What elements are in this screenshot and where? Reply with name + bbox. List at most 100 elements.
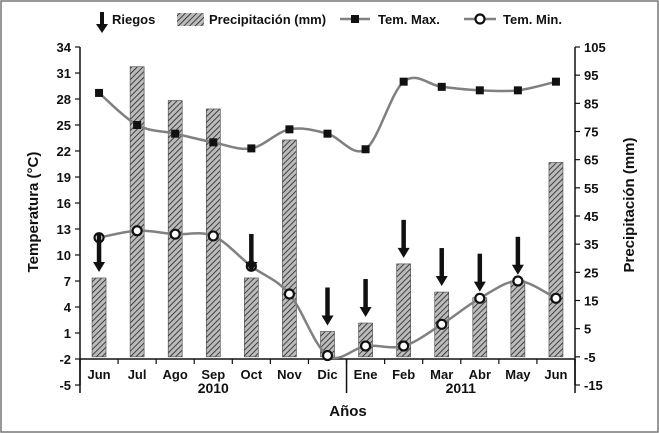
- legend-item-tem-max: Tem. Max.: [340, 12, 440, 27]
- legend-circle-marker-icon: [474, 13, 486, 25]
- right-tick-label: 35: [584, 237, 598, 252]
- x-tick-label: Jun: [87, 367, 110, 382]
- precip-bar: [548, 162, 564, 358]
- precip-bar: [396, 263, 411, 358]
- right-tick-label: 5: [584, 322, 591, 337]
- right-tick-label: 25: [584, 265, 598, 280]
- tem-max-point: [361, 145, 370, 154]
- precip-bar: [129, 66, 145, 358]
- tem-min-point: [283, 288, 296, 300]
- left-tick-label: 28: [57, 92, 71, 107]
- legend-item-tem-min: Tem. Min.: [464, 12, 562, 27]
- left-tick-label: 10: [57, 248, 71, 263]
- left-tick-label: 13: [57, 222, 71, 237]
- tem-max-point: [209, 138, 218, 147]
- tem-min-point: [207, 230, 219, 242]
- x-tick-label: Jun: [544, 367, 567, 382]
- left-tick-label: 16: [57, 196, 71, 211]
- x-tick-label: Feb: [392, 367, 415, 382]
- left-tick-label: 7: [64, 274, 71, 289]
- left-tick-label: 22: [57, 144, 71, 159]
- precip-bar: [244, 277, 259, 358]
- tem-min-point: [550, 292, 562, 304]
- x-tick-label: Dic: [317, 367, 337, 382]
- tem-min-point: [474, 292, 486, 304]
- tem-max-point: [475, 86, 484, 95]
- right-tick-label: 15: [584, 294, 598, 309]
- left-tick-label: 25: [57, 118, 71, 133]
- x-axis-label: Años: [329, 403, 367, 420]
- left-tick-label: 4: [64, 300, 72, 315]
- legend-square-marker-icon: [351, 15, 359, 23]
- right-tick-label: 95: [584, 68, 598, 83]
- riego-arrow-head: [511, 264, 524, 275]
- x-tick-label: May: [505, 367, 531, 382]
- legend-label-tem-min: Tem. Min.: [503, 12, 562, 27]
- legend-item-precipitacion: Precipitación (mm): [177, 12, 326, 27]
- right-tick-label: 105: [584, 40, 606, 55]
- tem-max-point: [171, 129, 180, 138]
- legend-label-riegos: Riegos: [112, 12, 155, 27]
- precip-bar: [91, 277, 107, 358]
- legend-label-tem-max: Tem. Max.: [378, 12, 440, 27]
- tem-max-point: [437, 82, 446, 91]
- tem-min-point: [398, 340, 410, 352]
- tem-min-point: [321, 349, 334, 362]
- x-tick-label: Ago: [163, 367, 188, 382]
- right-tick-label: 65: [584, 153, 598, 168]
- right-tick-label: -5: [584, 350, 596, 365]
- left-tick-label: -5: [59, 378, 71, 393]
- tem-min-point: [169, 228, 181, 240]
- right-tick-label: 55: [584, 181, 598, 196]
- x-tick-label: Jul: [128, 367, 147, 382]
- left-tick-label: 1: [64, 326, 71, 341]
- riego-arrow-head: [473, 281, 486, 292]
- tem-max-point: [95, 88, 104, 97]
- left-tick-label: 31: [57, 66, 71, 81]
- tem-min-point: [436, 318, 448, 330]
- plot-area: 34 31 28 25 22 19 16 13 10 7 4 1 -2 -5 105 95 85 75 65 55 45…: [57, 40, 606, 396]
- tem-max-point: [551, 77, 560, 86]
- x-tick-label: Mar: [430, 367, 453, 382]
- riego-arrow-head: [435, 276, 448, 287]
- riego-arrow-head: [397, 247, 410, 258]
- right-axis-label: Precipitación (mm): [621, 137, 638, 272]
- tem-min-point: [512, 275, 524, 287]
- legend-label-precipitacion: Precipitación (mm): [209, 12, 326, 27]
- precip-bar: [282, 139, 297, 358]
- year-label: 2010: [198, 380, 229, 396]
- precip-bar: [358, 322, 373, 358]
- precip-bar: [510, 280, 526, 358]
- riego-arrow-head: [321, 315, 334, 326]
- right-tick-label: 75: [584, 125, 598, 140]
- tem-max-point: [133, 121, 142, 129]
- x-tick-label: Nov: [277, 367, 302, 382]
- tem-min-point: [131, 225, 143, 237]
- left-axis-label: Temperatura (°C): [25, 152, 42, 273]
- x-tick-label: Sep: [201, 367, 225, 382]
- right-tick-label: 85: [584, 96, 598, 111]
- tem-min-point: [359, 340, 372, 352]
- left-tick-label: -2: [59, 352, 71, 367]
- legend: Riegos Precipitación (mm) Tem. Max. Tem.…: [96, 12, 562, 33]
- legend-hatch-swatch: [177, 13, 204, 26]
- x-tick-label: Oct: [241, 367, 263, 382]
- legend-item-riegos: Riegos: [96, 12, 155, 33]
- right-tick-label: 45: [584, 209, 598, 224]
- riego-arrow-head: [245, 261, 258, 272]
- legend-arrow-head-icon: [96, 24, 108, 33]
- tem-max-point: [323, 129, 332, 138]
- x-tick-label: Ene: [354, 367, 378, 382]
- precip-bar: [472, 297, 488, 358]
- right-tick-label: -15: [584, 378, 603, 393]
- left-tick-label: 19: [57, 170, 71, 185]
- tem-max-point: [513, 86, 522, 95]
- year-label: 2011: [446, 380, 477, 396]
- riego-arrow-head: [359, 307, 372, 318]
- x-tick-label: Abr: [469, 367, 491, 382]
- left-tick-label: 34: [57, 40, 72, 55]
- tem-max-point: [399, 77, 408, 86]
- tem-max-point: [247, 144, 256, 153]
- tem-max-point: [285, 125, 294, 134]
